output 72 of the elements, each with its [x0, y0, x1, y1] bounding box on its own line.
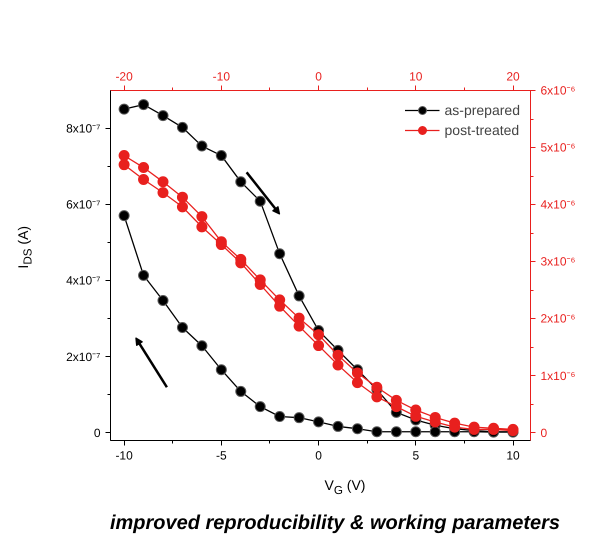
point: [254, 401, 266, 412]
point: [332, 420, 344, 432]
x-tick-label: 10: [506, 448, 520, 462]
point: [176, 122, 188, 133]
point: [313, 416, 324, 428]
point: [118, 159, 130, 170]
point: [196, 221, 208, 232]
point: [158, 295, 168, 306]
point: [138, 162, 150, 174]
point: [371, 426, 382, 438]
point: [196, 340, 208, 352]
legend-label: post-treated: [444, 122, 520, 138]
point: [176, 201, 188, 212]
y2-tick-label: 1x10⁻⁶: [540, 368, 576, 383]
point: [118, 104, 130, 115]
point: [118, 150, 130, 162]
point: [138, 270, 150, 281]
point: [313, 340, 324, 352]
text: improved reproducibility & working parameters: [108, 511, 562, 536]
point: [274, 248, 286, 260]
point: [235, 386, 246, 397]
point: [196, 211, 208, 222]
point: [313, 329, 324, 340]
y-tick-label: 8x10⁻⁷: [66, 122, 101, 136]
point: [430, 426, 441, 438]
point: [332, 359, 344, 370]
point: [235, 176, 246, 188]
y2-tick-label: 2x10⁻⁶: [540, 312, 576, 326]
y2-tick-label: 6x10⁻⁶: [540, 84, 576, 98]
point: [216, 364, 227, 376]
x-axis-title: V$_{G}$ (V): [324, 476, 366, 499]
x2-tick-label: 20: [506, 70, 520, 84]
point: [138, 99, 150, 110]
point: [371, 391, 382, 402]
x2-tick-label: -10: [212, 70, 230, 84]
point: [138, 174, 150, 185]
point: [294, 290, 305, 302]
y2-tick-label: 5x10⁻⁶: [540, 140, 576, 155]
point: [254, 196, 266, 207]
point: [410, 426, 422, 438]
point: [352, 423, 363, 434]
point: [274, 411, 286, 422]
point: [332, 350, 344, 361]
x-tick-label: 0: [315, 448, 322, 462]
y-tick-label: 0: [94, 426, 101, 440]
point: [158, 176, 168, 188]
point: [294, 320, 305, 332]
y2-tick-label: 0: [540, 426, 548, 440]
point: [158, 110, 168, 122]
x-tick-label: -10: [115, 448, 134, 462]
point: [352, 367, 363, 378]
y-tick-label: 2x10⁻⁷: [66, 350, 101, 364]
point: [390, 426, 402, 438]
y-tick-label: 6x10⁻⁷: [66, 198, 101, 212]
legend-label: as-prepared: [444, 102, 520, 118]
y2-tick-label: 3x10⁻⁶: [540, 254, 576, 269]
x2-tick-label: 10: [409, 70, 423, 84]
x2-tick-label: -20: [115, 70, 134, 84]
point: [352, 377, 363, 388]
point: [118, 210, 130, 222]
point: [196, 140, 208, 152]
point: [158, 187, 168, 198]
point: [176, 192, 188, 203]
x-tick-label: 5: [412, 448, 420, 462]
x-tick-label: -5: [216, 448, 227, 462]
point: [216, 150, 227, 162]
y-tick-label: 4x10⁻⁷: [66, 274, 101, 288]
x2-tick-label: 0: [315, 70, 322, 84]
point: [294, 412, 305, 424]
y2-tick-label: 4x10⁻⁶: [540, 198, 576, 212]
point: [176, 322, 188, 333]
point: [371, 382, 382, 393]
